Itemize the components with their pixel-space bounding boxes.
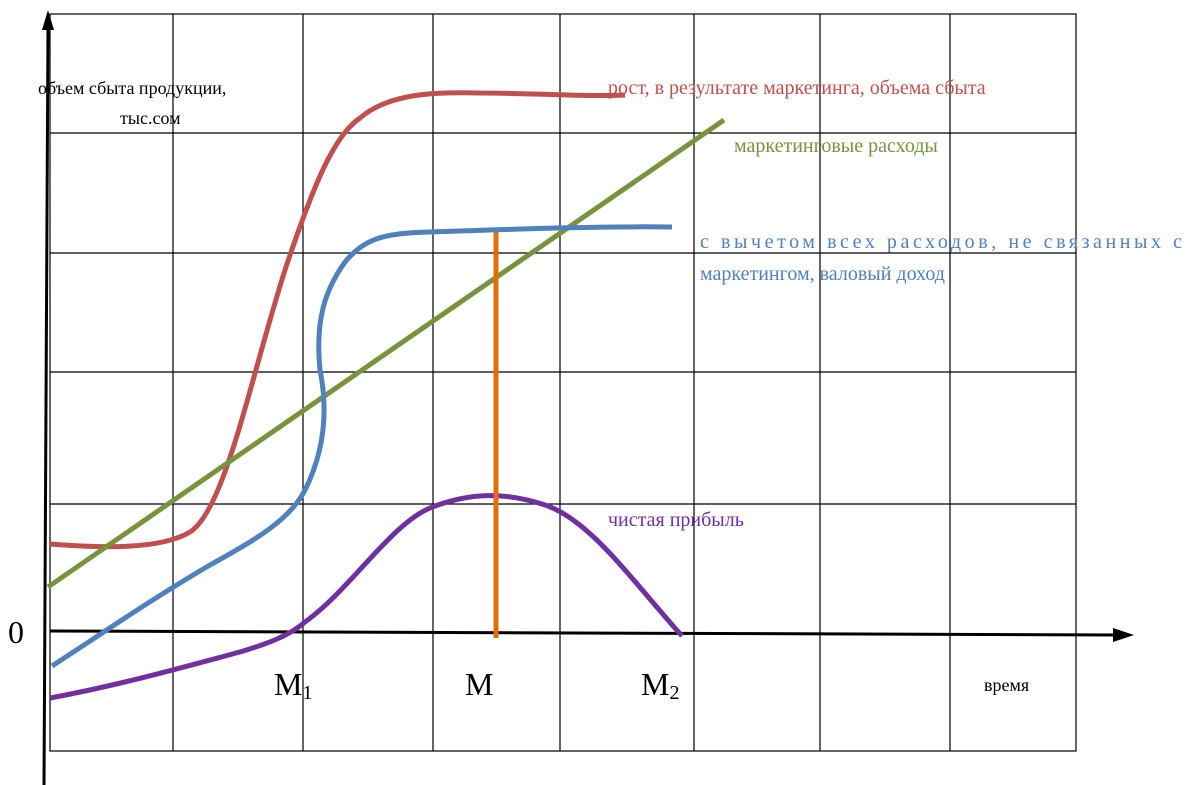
marker-m-base: M xyxy=(465,666,493,702)
x-axis-label: время xyxy=(984,675,1029,695)
series-net-profit xyxy=(49,493,684,701)
marker-m2-sub: 2 xyxy=(669,682,679,704)
series-sales-growth xyxy=(49,90,626,550)
y-axis-label-line1: объем сбыта продукции, xyxy=(38,78,226,98)
series-gross-income xyxy=(50,224,673,669)
origin-label: 0 xyxy=(8,614,24,650)
x-axis xyxy=(49,629,1119,637)
series-label-marketing-costs: маркетинговые расходы xyxy=(734,135,938,157)
axes xyxy=(42,10,1134,785)
marker-label-m2: M2 xyxy=(641,666,679,704)
x-axis-arrow xyxy=(1113,628,1134,642)
series-label-gross-income-line2: маркетингом, валовый доход xyxy=(700,263,945,285)
grid-frame xyxy=(49,13,1077,752)
series-marketing-costs xyxy=(46,117,726,590)
y-axis-arrow xyxy=(42,10,54,30)
series-label-gross-income-line1: с вычетом всех расходов, не связанных с xyxy=(700,231,1182,253)
marker-m1-base: M xyxy=(274,666,302,702)
marker-m1-sub: 1 xyxy=(302,682,312,704)
marker-label-m1: M1 xyxy=(274,666,312,704)
y-axis xyxy=(42,25,50,785)
series-label-sales-growth: рост, в результате маркетинга, объема сб… xyxy=(608,77,986,99)
y-axis-label-line2: тыс.сом xyxy=(120,108,181,128)
marker-m2-base: M xyxy=(641,666,669,702)
series-label-net-profit: чистая прибыль xyxy=(608,509,744,531)
marker-label-m: M xyxy=(465,666,493,702)
grid xyxy=(49,13,1077,752)
